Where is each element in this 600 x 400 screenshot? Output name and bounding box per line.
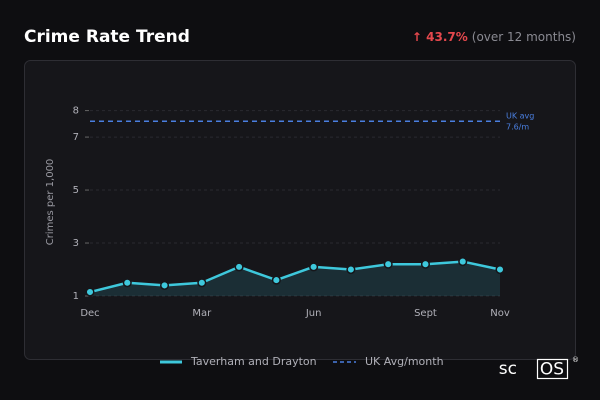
area <box>90 261 500 296</box>
change-value: ↑ 43.7% <box>412 30 468 44</box>
change-note: (over 12 months) <box>472 30 576 44</box>
y-tick-label: 1 <box>73 291 79 302</box>
brand-box <box>536 358 569 380</box>
point <box>271 275 281 285</box>
brand-os: OS <box>540 360 564 380</box>
point <box>346 264 356 275</box>
x-tick-label: Dec <box>80 308 99 319</box>
legend-label: UK Avg/month <box>365 355 444 368</box>
brand-sc: sc <box>499 359 517 379</box>
chart-title: Crime Rate Trend <box>24 27 190 47</box>
brand-mark: ® <box>572 356 579 364</box>
point <box>495 264 505 275</box>
legend-label: Taverham and Drayton <box>190 355 317 368</box>
point <box>159 280 170 290</box>
point <box>122 278 132 288</box>
y-tick-label: 7 <box>73 132 79 143</box>
reference-label: UK avg <box>506 112 534 121</box>
point <box>383 259 393 269</box>
y-tick-label: 3 <box>73 238 79 249</box>
point <box>85 287 95 297</box>
y-tick-label: 8 <box>73 106 79 117</box>
line <box>89 260 501 294</box>
point <box>309 262 319 272</box>
point <box>420 259 431 269</box>
change-summary: ↑ 43.7% (over 12 months) <box>412 30 576 44</box>
reference-label: 7.6/m <box>506 123 529 132</box>
x-tick-label: Sept <box>414 308 437 319</box>
x-tick-label: Jun <box>305 308 322 319</box>
x-tick-label: Nov <box>490 308 510 319</box>
point <box>234 262 244 272</box>
point <box>197 278 207 288</box>
point <box>458 257 468 267</box>
y-axis-label: Crimes per 1,000 <box>45 159 56 246</box>
x-tick-label: Mar <box>192 308 212 319</box>
y-tick-label: 5 <box>73 185 79 196</box>
